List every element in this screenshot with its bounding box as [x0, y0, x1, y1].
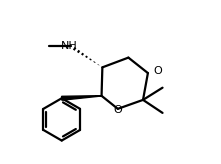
Text: O: O [113, 105, 122, 115]
Text: O: O [153, 66, 162, 76]
Text: NH: NH [61, 41, 78, 51]
Polygon shape [62, 96, 102, 100]
